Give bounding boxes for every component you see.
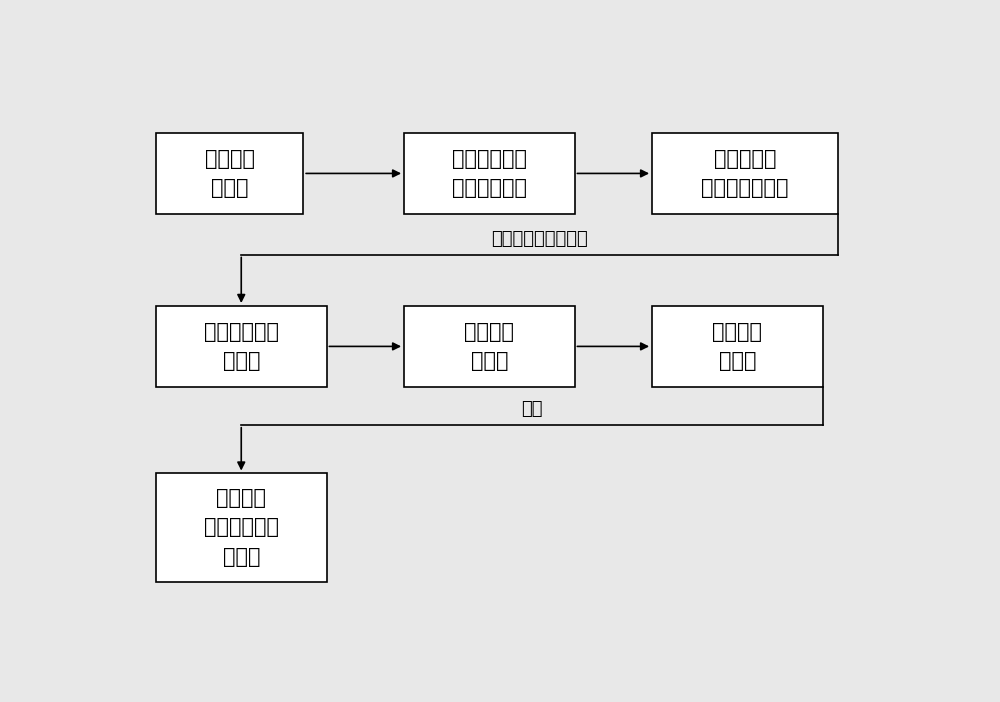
Text: 时差: 时差 <box>521 400 543 418</box>
Text: 询问机询问或: 询问机询问或 <box>452 178 527 198</box>
Bar <box>404 133 574 214</box>
Bar <box>652 306 822 387</box>
Text: 湟圆和双曲线: 湟圆和双曲线 <box>204 517 279 538</box>
Text: 和同步信号: 和同步信号 <box>714 149 776 168</box>
Bar <box>404 306 574 387</box>
Text: 交叉定位: 交叉定位 <box>216 488 266 508</box>
Text: 预处理后的数字信号: 预处理后的数字信号 <box>491 230 588 248</box>
Text: 站点部署: 站点部署 <box>205 149 255 168</box>
Text: 中心站: 中心站 <box>222 351 260 371</box>
Text: 时差测量: 时差测量 <box>712 322 762 342</box>
Text: 中心站: 中心站 <box>222 548 260 567</box>
Text: 中心站: 中心站 <box>718 351 756 371</box>
Text: 雷达照射目标: 雷达照射目标 <box>452 149 527 168</box>
Text: 中心站: 中心站 <box>471 351 508 371</box>
Bar <box>156 306 326 387</box>
Text: 到达时间测量: 到达时间测量 <box>204 322 279 342</box>
Text: 脉冲匹配: 脉冲匹配 <box>464 322 514 342</box>
Bar <box>156 473 326 581</box>
Bar <box>652 133 838 214</box>
Bar <box>156 133 303 214</box>
Text: 接收站接收回波: 接收站接收回波 <box>701 178 789 198</box>
Text: 短基线: 短基线 <box>211 178 248 198</box>
